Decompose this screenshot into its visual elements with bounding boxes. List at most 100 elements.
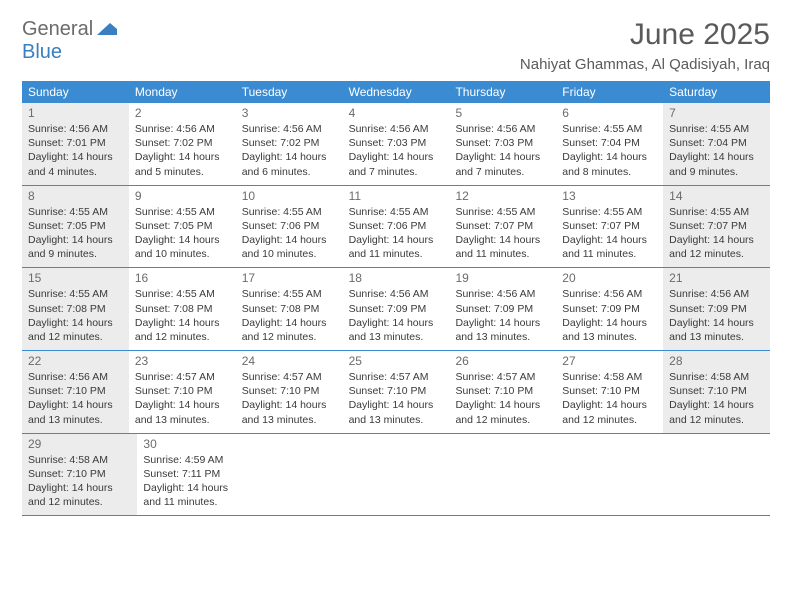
sunrise-text: Sunrise: 4:55 AM bbox=[669, 122, 764, 136]
daylight-line2: and 13 minutes. bbox=[455, 330, 550, 344]
week-row: 8Sunrise: 4:55 AMSunset: 7:05 PMDaylight… bbox=[22, 186, 770, 269]
day-details: Sunrise: 4:55 AMSunset: 7:04 PMDaylight:… bbox=[562, 122, 657, 179]
daylight-line2: and 12 minutes. bbox=[135, 330, 230, 344]
empty-day-cell bbox=[253, 434, 356, 516]
day-cell: 24Sunrise: 4:57 AMSunset: 7:10 PMDayligh… bbox=[236, 351, 343, 433]
empty-day-cell bbox=[356, 434, 459, 516]
sunset-text: Sunset: 7:02 PM bbox=[242, 136, 337, 150]
brand-text: General Blue bbox=[22, 18, 117, 64]
sunrise-text: Sunrise: 4:55 AM bbox=[242, 205, 337, 219]
day-number: 5 bbox=[455, 106, 550, 120]
daylight-line1: Daylight: 14 hours bbox=[28, 233, 123, 247]
weekday-header: Saturday bbox=[663, 81, 770, 103]
daylight-line1: Daylight: 14 hours bbox=[562, 150, 657, 164]
day-details: Sunrise: 4:56 AMSunset: 7:02 PMDaylight:… bbox=[135, 122, 230, 179]
daylight-line1: Daylight: 14 hours bbox=[28, 150, 123, 164]
day-details: Sunrise: 4:56 AMSunset: 7:09 PMDaylight:… bbox=[669, 287, 764, 344]
sunrise-text: Sunrise: 4:56 AM bbox=[28, 122, 123, 136]
sunset-text: Sunset: 7:06 PM bbox=[349, 219, 444, 233]
day-cell: 2 Sunrise: 4:56 AMSunset: 7:02 PMDaylight… bbox=[129, 103, 236, 185]
sunrise-text: Sunrise: 4:55 AM bbox=[669, 205, 764, 219]
sunset-text: Sunset: 7:07 PM bbox=[455, 219, 550, 233]
week-row: 15Sunrise: 4:55 AMSunset: 7:08 PMDayligh… bbox=[22, 268, 770, 351]
daylight-line2: and 11 minutes. bbox=[349, 247, 444, 261]
day-number: 14 bbox=[669, 189, 764, 203]
sunrise-text: Sunrise: 4:55 AM bbox=[562, 205, 657, 219]
day-details: Sunrise: 4:55 AMSunset: 7:08 PMDaylight:… bbox=[28, 287, 123, 344]
day-details: Sunrise: 4:55 AMSunset: 7:06 PMDaylight:… bbox=[349, 205, 444, 262]
daylight-line1: Daylight: 14 hours bbox=[242, 150, 337, 164]
day-number: 11 bbox=[349, 189, 444, 203]
daylight-line2: and 12 minutes. bbox=[28, 495, 131, 509]
daylight-line2: and 13 minutes. bbox=[562, 330, 657, 344]
day-number: 10 bbox=[242, 189, 337, 203]
day-cell: 28Sunrise: 4:58 AMSunset: 7:10 PMDayligh… bbox=[663, 351, 770, 433]
weekday-header: Sunday bbox=[22, 81, 129, 103]
day-number: 3 bbox=[242, 106, 337, 120]
sunrise-text: Sunrise: 4:55 AM bbox=[349, 205, 444, 219]
sunset-text: Sunset: 7:07 PM bbox=[562, 219, 657, 233]
day-number: 23 bbox=[135, 354, 230, 368]
day-details: Sunrise: 4:55 AMSunset: 7:07 PMDaylight:… bbox=[455, 205, 550, 262]
daylight-line1: Daylight: 14 hours bbox=[135, 398, 230, 412]
brand-logo: General Blue bbox=[22, 18, 117, 64]
sunset-text: Sunset: 7:05 PM bbox=[28, 219, 123, 233]
daylight-line2: and 12 minutes. bbox=[669, 247, 764, 261]
daylight-line2: and 4 minutes. bbox=[28, 165, 123, 179]
day-details: Sunrise: 4:56 AMSunset: 7:09 PMDaylight:… bbox=[349, 287, 444, 344]
daylight-line1: Daylight: 14 hours bbox=[669, 398, 764, 412]
day-details: Sunrise: 4:55 AMSunset: 7:08 PMDaylight:… bbox=[135, 287, 230, 344]
sunset-text: Sunset: 7:08 PM bbox=[135, 302, 230, 316]
day-cell: 22Sunrise: 4:56 AMSunset: 7:10 PMDayligh… bbox=[22, 351, 129, 433]
day-number: 26 bbox=[455, 354, 550, 368]
day-details: Sunrise: 4:55 AMSunset: 7:04 PMDaylight:… bbox=[669, 122, 764, 179]
day-cell: 10Sunrise: 4:55 AMSunset: 7:06 PMDayligh… bbox=[236, 186, 343, 268]
sunrise-text: Sunrise: 4:57 AM bbox=[349, 370, 444, 384]
sunrise-text: Sunrise: 4:56 AM bbox=[455, 122, 550, 136]
day-number: 12 bbox=[455, 189, 550, 203]
day-number: 2 bbox=[135, 106, 230, 120]
day-number: 9 bbox=[135, 189, 230, 203]
day-number: 30 bbox=[143, 437, 246, 451]
day-details: Sunrise: 4:58 AMSunset: 7:10 PMDaylight:… bbox=[669, 370, 764, 427]
day-cell: 7Sunrise: 4:55 AMSunset: 7:04 PMDaylight… bbox=[663, 103, 770, 185]
daylight-line1: Daylight: 14 hours bbox=[349, 398, 444, 412]
day-details: Sunrise: 4:56 AMSunset: 7:03 PMDaylight:… bbox=[455, 122, 550, 179]
day-cell: 4 Sunrise: 4:56 AMSunset: 7:03 PMDaylight… bbox=[343, 103, 450, 185]
daylight-line1: Daylight: 14 hours bbox=[455, 150, 550, 164]
day-number: 18 bbox=[349, 271, 444, 285]
sunset-text: Sunset: 7:09 PM bbox=[349, 302, 444, 316]
day-cell: 14Sunrise: 4:55 AMSunset: 7:07 PMDayligh… bbox=[663, 186, 770, 268]
daylight-line1: Daylight: 14 hours bbox=[455, 233, 550, 247]
sunrise-text: Sunrise: 4:55 AM bbox=[562, 122, 657, 136]
daylight-line1: Daylight: 14 hours bbox=[135, 150, 230, 164]
sunset-text: Sunset: 7:08 PM bbox=[28, 302, 123, 316]
day-details: Sunrise: 4:59 AMSunset: 7:11 PMDaylight:… bbox=[143, 453, 246, 510]
day-details: Sunrise: 4:57 AMSunset: 7:10 PMDaylight:… bbox=[349, 370, 444, 427]
day-details: Sunrise: 4:56 AMSunset: 7:03 PMDaylight:… bbox=[349, 122, 444, 179]
day-number: 8 bbox=[28, 189, 123, 203]
daylight-line1: Daylight: 14 hours bbox=[669, 150, 764, 164]
day-details: Sunrise: 4:57 AMSunset: 7:10 PMDaylight:… bbox=[242, 370, 337, 427]
day-cell: 11 Sunrise: 4:55 AMSunset: 7:06 PMDayligh… bbox=[343, 186, 450, 268]
daylight-line2: and 7 minutes. bbox=[349, 165, 444, 179]
day-details: Sunrise: 4:55 AMSunset: 7:05 PMDaylight:… bbox=[28, 205, 123, 262]
sunset-text: Sunset: 7:09 PM bbox=[455, 302, 550, 316]
day-cell: 29Sunrise: 4:58 AMSunset: 7:10 PMDayligh… bbox=[22, 434, 137, 516]
sunrise-text: Sunrise: 4:56 AM bbox=[349, 287, 444, 301]
day-cell: 30 Sunrise: 4:59 AMSunset: 7:11 PMDayligh… bbox=[137, 434, 252, 516]
day-number: 17 bbox=[242, 271, 337, 285]
daylight-line1: Daylight: 14 hours bbox=[28, 481, 131, 495]
day-cell: 27Sunrise: 4:58 AMSunset: 7:10 PMDayligh… bbox=[556, 351, 663, 433]
day-details: Sunrise: 4:58 AMSunset: 7:10 PMDaylight:… bbox=[562, 370, 657, 427]
sunset-text: Sunset: 7:05 PM bbox=[135, 219, 230, 233]
brand-part2: Blue bbox=[22, 41, 62, 63]
sunset-text: Sunset: 7:07 PM bbox=[669, 219, 764, 233]
weekday-header-row: SundayMondayTuesdayWednesdayThursdayFrid… bbox=[22, 81, 770, 103]
weeks-container: 1Sunrise: 4:56 AMSunset: 7:01 PMDaylight… bbox=[22, 103, 770, 516]
daylight-line2: and 10 minutes. bbox=[135, 247, 230, 261]
weekday-header: Monday bbox=[129, 81, 236, 103]
daylight-line2: and 12 minutes. bbox=[242, 330, 337, 344]
day-number: 4 bbox=[349, 106, 444, 120]
sunset-text: Sunset: 7:08 PM bbox=[242, 302, 337, 316]
